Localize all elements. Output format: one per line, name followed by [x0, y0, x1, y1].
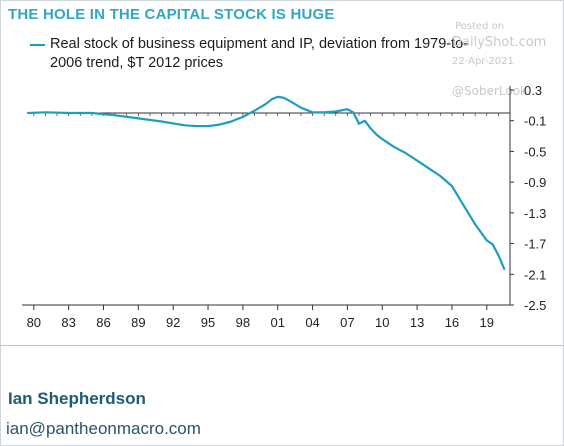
- x-tick-label: 19: [480, 315, 494, 330]
- watermark-date: 22-Apr-2021: [452, 56, 514, 67]
- ticks: 0.3 -0.1 -0.5 -0.9 -1.3 -1.7 -2.1 -2.5 80 83 86 89 9…: [27, 83, 547, 330]
- x-tick-label: 95: [201, 315, 215, 330]
- y-tick-label: -0.1: [524, 114, 546, 129]
- x-tick-label: 01: [270, 315, 284, 330]
- x-tick-label: 98: [236, 315, 250, 330]
- x-tick-label: 10: [375, 315, 389, 330]
- y-tick-label: -1.3: [524, 206, 546, 221]
- legend-swatch: [30, 44, 45, 46]
- series-line-0: [26, 95, 506, 270]
- footer-divider: [0, 345, 564, 346]
- author-email[interactable]: ian@pantheonmacro.com: [6, 419, 201, 438]
- x-tick-label: 89: [131, 315, 145, 330]
- y-tick-label: -2.5: [524, 298, 546, 313]
- legend-label: Real stock of business equipment and IP,…: [50, 36, 469, 71]
- watermark-handle: @SoberLook: [452, 84, 527, 98]
- y-tick-label: -2.1: [524, 267, 546, 282]
- y-tick-label: 0.3: [524, 83, 542, 98]
- series-layer: [26, 95, 506, 270]
- x-tick-label: 07: [340, 315, 354, 330]
- x-tick-label: 13: [410, 315, 424, 330]
- x-tick-label: 04: [305, 315, 319, 330]
- y-tick-label: -0.9: [524, 175, 546, 190]
- watermark-posted: Posted on: [455, 21, 505, 32]
- chart-area: THE HOLE IN THE CAPITAL STOCK IS HUGE Re…: [8, 6, 547, 330]
- line-chart: 0.3 -0.1 -0.5 -0.9 -1.3 -1.7 -2.1 -2.5 80 83 86 89 9…: [22, 83, 547, 330]
- x-tick-label: 16: [445, 315, 459, 330]
- watermark-site: DailyShot.com: [452, 35, 547, 50]
- chart-title: THE HOLE IN THE CAPITAL STOCK IS HUGE: [8, 6, 335, 23]
- axes: [22, 86, 512, 306]
- x-tick-label: 92: [166, 315, 180, 330]
- author-name: Ian Shepherdson: [8, 389, 146, 408]
- x-tick-label: 80: [27, 315, 41, 330]
- x-tick-label: 86: [96, 315, 110, 330]
- x-tick-label: 83: [61, 315, 75, 330]
- y-tick-label: -1.7: [524, 237, 546, 252]
- y-tick-label: -0.5: [524, 144, 546, 159]
